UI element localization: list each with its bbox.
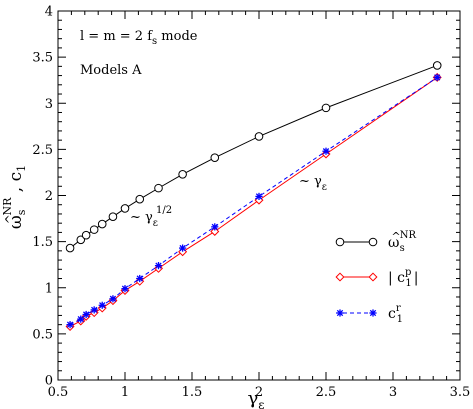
x-tick-label: 3.5: [450, 385, 471, 400]
series-3-point: [121, 285, 129, 293]
legend-label: cr 1: [388, 303, 403, 325]
annotation-models: Models A: [80, 63, 142, 78]
legend-marker: [368, 237, 378, 247]
series-1-point: [135, 194, 145, 204]
series-3-point: [322, 147, 330, 155]
y-tick-label: 0: [45, 374, 53, 389]
series-3: [66, 73, 441, 329]
series-3-point: [98, 301, 106, 309]
series-3-point: [82, 310, 90, 319]
series-1-point: [321, 103, 331, 113]
y-tick-label: 3: [45, 97, 53, 112]
series-3-point: [77, 315, 85, 323]
legend-marker: [336, 309, 344, 317]
series-1: [65, 61, 442, 253]
series-1-point: [432, 61, 442, 70]
series-3-point: [136, 274, 144, 283]
series-3-point: [154, 262, 163, 270]
series-1-point: [108, 212, 118, 222]
series-3-point: [66, 321, 74, 329]
y-axis-label: ω^sNR , c1: [1, 165, 28, 229]
series-1-point: [254, 132, 264, 141]
legend-label: ω^sNR: [388, 230, 417, 254]
annotation-layer: l = m = 2 fs mode Models A ~ γε1/2 ~ γε: [80, 29, 327, 229]
y-tick-label: 1.5: [32, 235, 53, 250]
y-tick-label: 2.5: [32, 143, 53, 158]
legend-marker: [369, 309, 377, 317]
x-tick-label: 1.5: [182, 385, 203, 400]
legend-entry-3: cr 1: [336, 303, 403, 325]
x-tick-label: 3: [389, 385, 397, 400]
x-tick-label: 2.5: [316, 385, 337, 400]
y-tick-label: 3.5: [32, 51, 53, 66]
legend-label: | cp 1 |: [388, 267, 419, 289]
legend-marker: [335, 272, 345, 282]
legend: ω^sNR | cp 1 | cr 1: [335, 230, 419, 325]
series-1-point: [178, 169, 187, 179]
series-3-point: [211, 223, 219, 231]
y-tick-label: 2: [45, 189, 53, 204]
legend-marker: [335, 237, 345, 247]
series-1-point: [154, 183, 163, 193]
axes: 0.5 1 1.5 2 2.5 3 3.500.511.522.533.54: [32, 5, 470, 401]
series-1-point: [210, 153, 220, 162]
series-layer: [65, 61, 442, 332]
annotation-linear-scaling: ~ γε: [299, 174, 327, 193]
y-tick-label: 1: [45, 281, 53, 296]
series-1-point: [76, 235, 86, 245]
legend-marker: [368, 272, 378, 282]
series-3-line: [69, 77, 438, 326]
series-1-line: [69, 64, 438, 249]
series-3-point: [109, 295, 117, 303]
legend-entry-1: ω^sNR: [335, 230, 417, 254]
annotation-sqrt-scaling: ~ γε1/2: [130, 205, 172, 229]
legend-entry-2: | cp 1 |: [335, 267, 419, 289]
series-1-point: [65, 243, 75, 253]
x-tick-label: 0.5: [48, 385, 69, 400]
annotation-mode: l = m = 2 fs mode: [80, 29, 198, 47]
y-tick-label: 0.5: [32, 327, 53, 342]
x-tick-label: 2: [255, 385, 263, 400]
series-3-point: [255, 192, 263, 201]
series-1-point: [97, 219, 107, 229]
series-1-point: [120, 204, 130, 213]
series-3-point: [90, 306, 98, 314]
series-3-point: [433, 73, 441, 82]
y-tick-label: 4: [45, 5, 53, 20]
series-1-point: [81, 230, 91, 240]
series-1-point: [89, 225, 99, 234]
series-3-point: [179, 244, 187, 252]
x-tick-label: 1: [121, 385, 129, 400]
